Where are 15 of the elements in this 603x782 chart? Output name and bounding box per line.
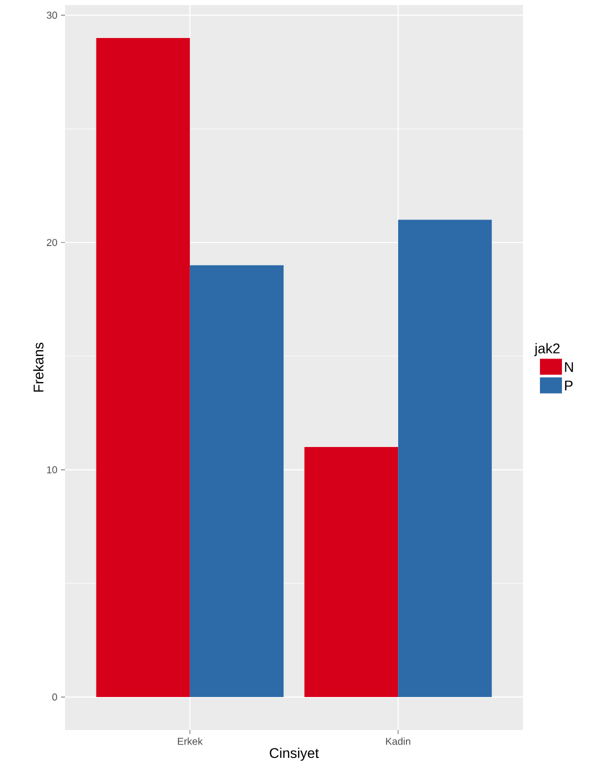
legend-label: N xyxy=(565,362,573,372)
y-tick-label: 30 xyxy=(46,12,58,19)
bar xyxy=(96,38,190,698)
legend-title: jak2 xyxy=(534,343,560,356)
x-tick-label: Erkek xyxy=(178,738,203,745)
y-axis-title: Frekans xyxy=(33,342,44,392)
bar xyxy=(304,447,398,698)
y-tick-label: 0 xyxy=(52,694,58,701)
x-tick-label: Kadin xyxy=(386,738,410,745)
y-tick-label: 10 xyxy=(47,466,58,474)
x-axis-title: Cinsiyet xyxy=(270,748,319,761)
legend-label: P xyxy=(565,380,573,390)
bar xyxy=(190,265,284,698)
y-tick-label: 20 xyxy=(46,238,58,246)
bar xyxy=(398,220,492,698)
